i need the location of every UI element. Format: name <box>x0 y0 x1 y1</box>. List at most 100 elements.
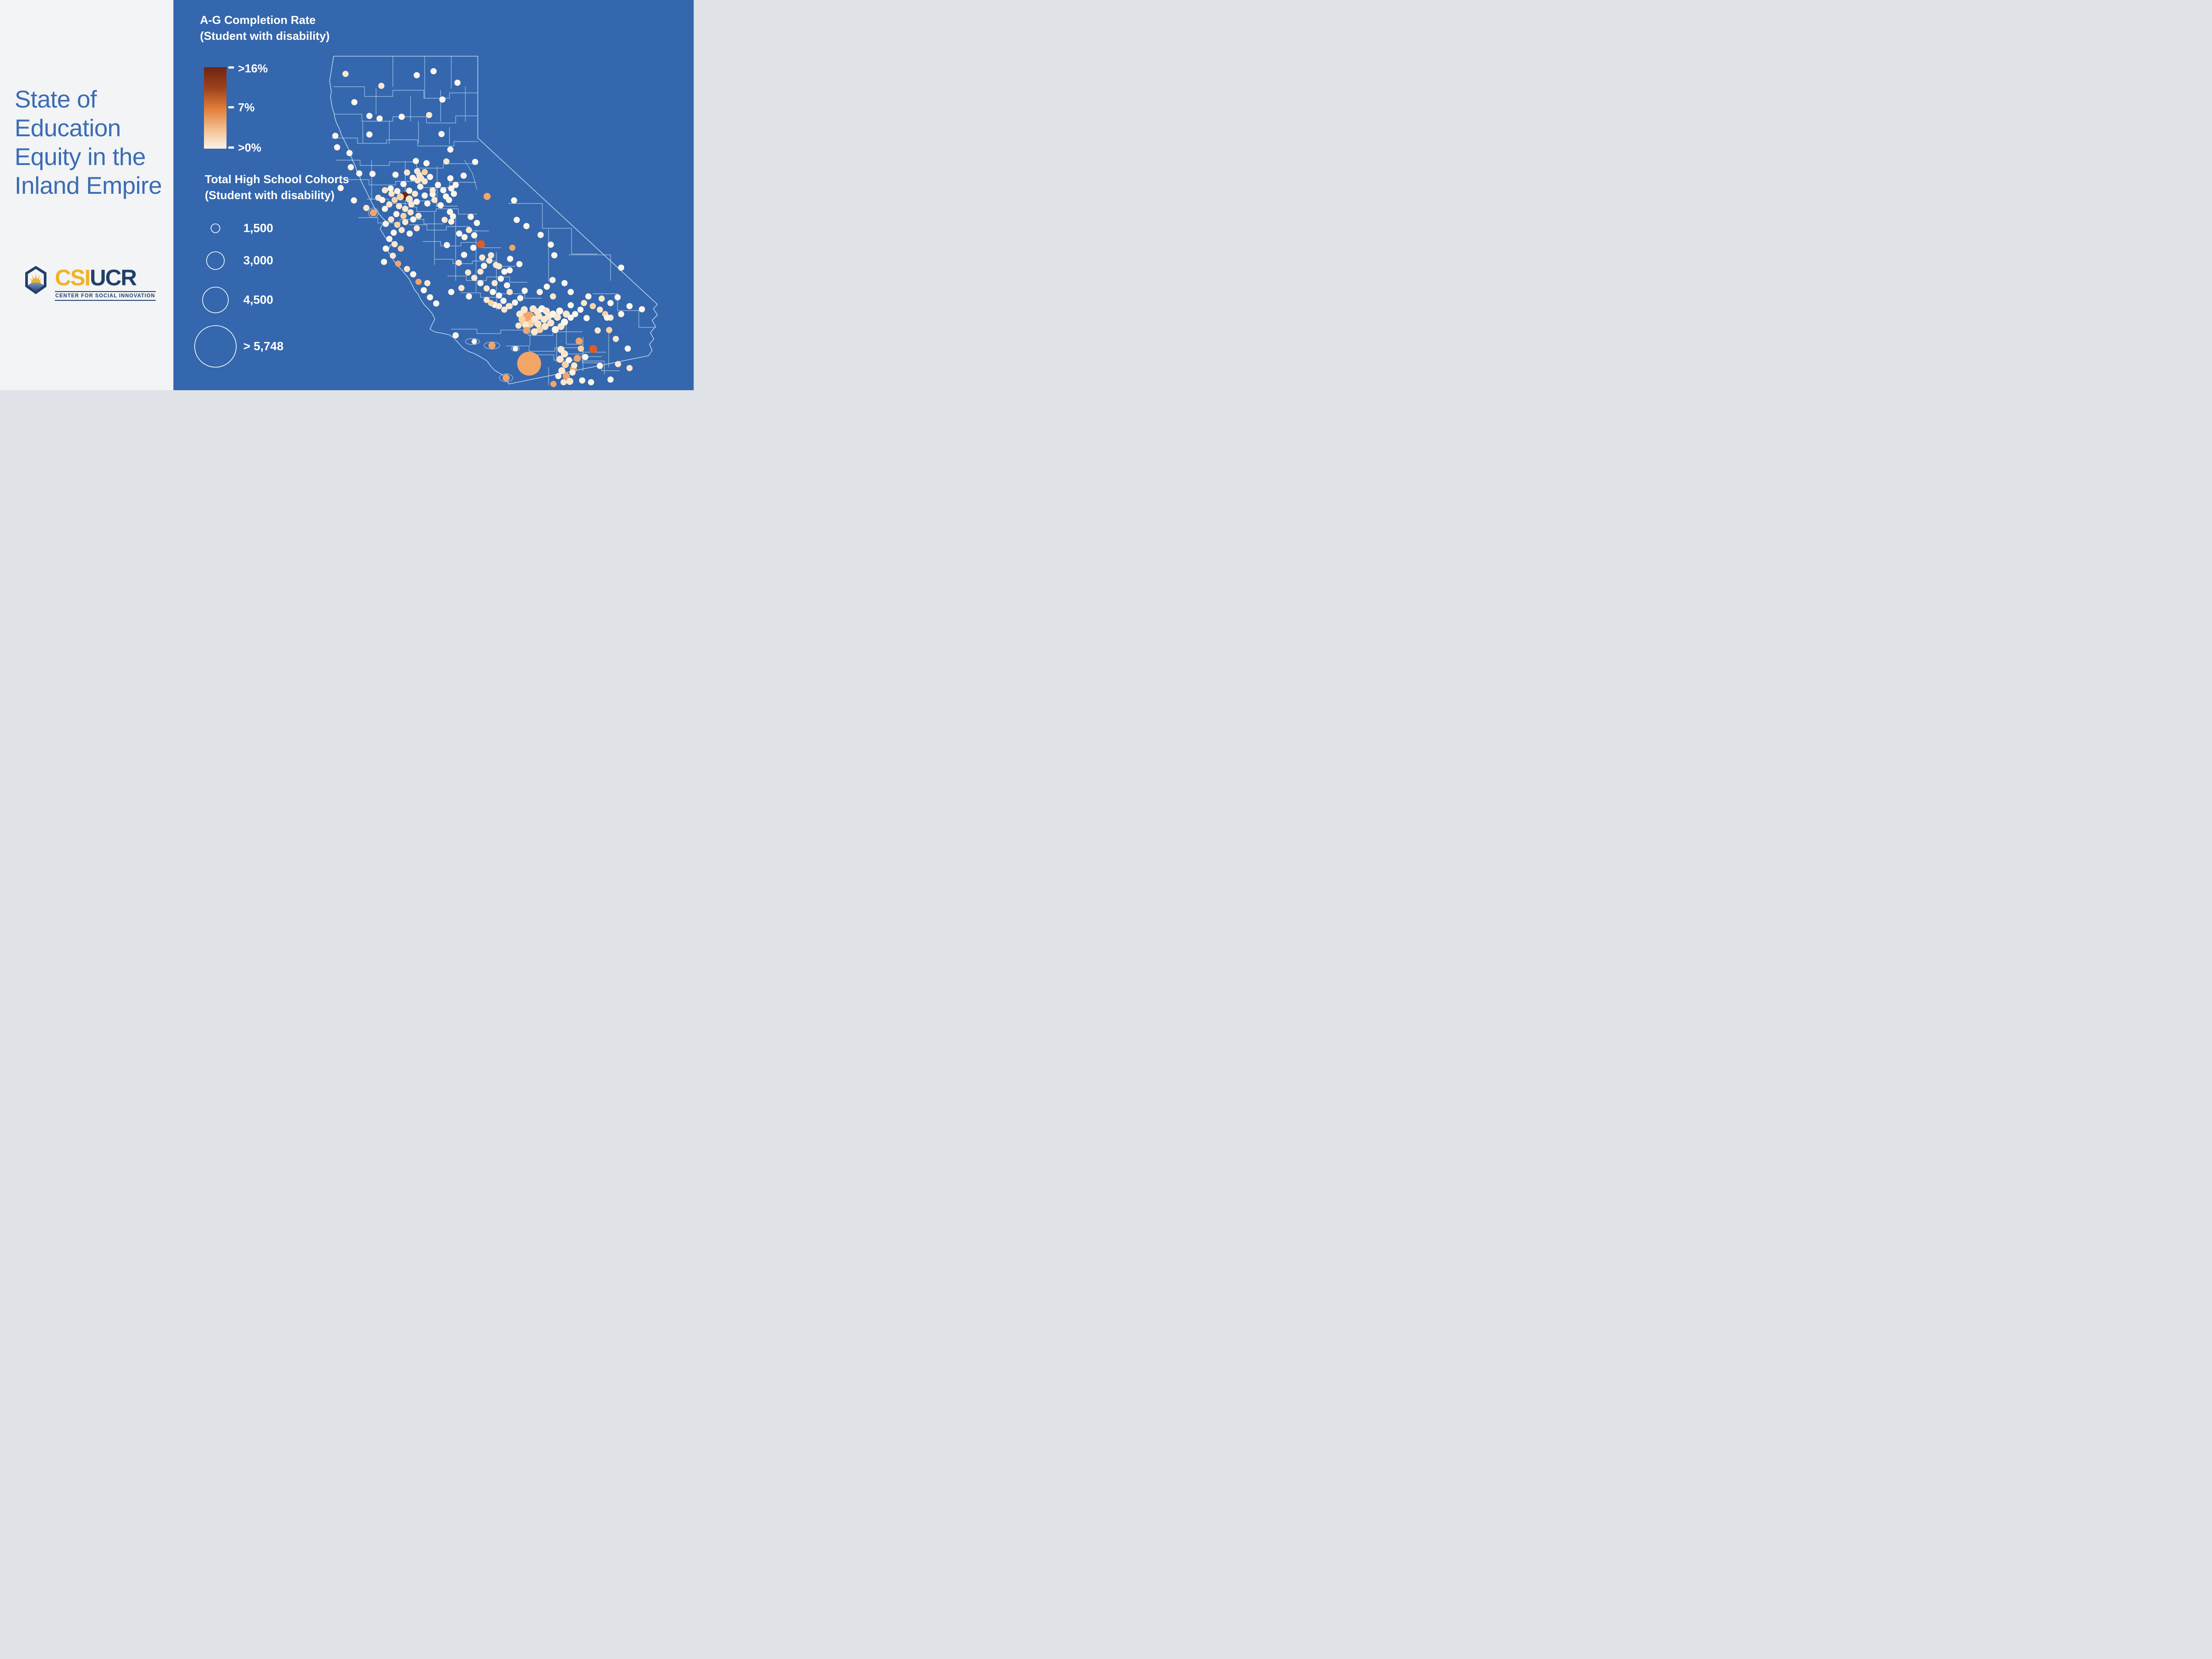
district-dot <box>402 206 408 212</box>
district-dot <box>348 164 354 170</box>
district-dot <box>550 293 556 300</box>
size-legend-label: 3,000 <box>243 253 273 267</box>
district-dot <box>517 352 541 376</box>
district-dot <box>461 234 468 240</box>
district-dot <box>448 185 454 192</box>
district-dot <box>394 222 400 228</box>
district-dot <box>566 378 573 385</box>
district-dot <box>516 261 522 267</box>
district-dot <box>477 280 484 286</box>
district-dot <box>585 293 591 300</box>
district-dot <box>346 150 353 156</box>
title-line: Equity in the <box>15 143 146 170</box>
scale-label-mid: 7% <box>238 100 255 114</box>
district-dot <box>507 267 513 273</box>
district-dot <box>393 211 399 217</box>
district-dot <box>523 327 530 334</box>
district-dot <box>500 298 507 304</box>
district-dot <box>618 311 624 317</box>
district-dot <box>424 280 430 286</box>
district-dot <box>607 376 614 383</box>
district-dot <box>418 175 424 181</box>
district-dot <box>466 293 472 300</box>
district-dot <box>563 311 570 318</box>
district-dot <box>447 175 453 181</box>
district-dot <box>561 319 568 326</box>
district-dot <box>484 285 490 292</box>
district-dot <box>555 373 561 379</box>
size-legend-circle <box>191 204 240 255</box>
title-line: Inland Empire <box>15 172 162 199</box>
district-dot <box>397 193 404 200</box>
district-dot <box>516 311 523 318</box>
district-dot <box>383 246 389 252</box>
district-dot <box>392 197 398 203</box>
district-dot <box>563 373 570 380</box>
district-dot <box>408 201 415 207</box>
district-dot <box>511 197 517 204</box>
district-dot <box>477 269 484 275</box>
district-dot <box>557 356 564 363</box>
district-dot <box>470 245 476 251</box>
district-dot <box>543 307 550 315</box>
scale-label-min: >0% <box>238 141 261 154</box>
size-legend-label: 4,500 <box>243 293 273 307</box>
district-dot <box>399 227 405 233</box>
district-dot <box>590 303 596 309</box>
district-dot <box>439 96 445 103</box>
district-dot <box>515 323 522 329</box>
district-dot <box>492 280 498 286</box>
district-dot <box>391 230 397 236</box>
district-dot <box>507 256 513 262</box>
district-dot <box>556 307 563 315</box>
district-dot <box>538 232 544 238</box>
district-dot <box>486 257 492 264</box>
district-dot <box>366 131 373 138</box>
rate-legend-title-line2: (Student with disability) <box>200 29 330 42</box>
district-dot <box>534 320 541 327</box>
district-dot <box>625 346 631 352</box>
district-dot <box>370 209 377 216</box>
district-dot <box>572 311 578 317</box>
district-dot <box>518 316 526 323</box>
district-dot <box>558 367 565 374</box>
district-dot <box>450 213 456 219</box>
csi-ucr-logo: CSIUCR CENTER FOR SOCIAL INNOVATION <box>23 265 156 301</box>
district-dot <box>569 369 576 376</box>
district-dot <box>413 158 419 164</box>
district-dot <box>400 213 407 219</box>
district-dot <box>414 72 420 78</box>
district-dot <box>626 303 633 309</box>
district-dot <box>427 174 433 180</box>
district-dot <box>448 219 454 225</box>
district-dot <box>581 300 587 306</box>
district-dot <box>597 307 603 313</box>
district-dot <box>382 206 388 212</box>
district-dot <box>406 196 413 203</box>
district-dot <box>376 115 383 122</box>
district-dot <box>471 275 477 281</box>
logo-acronym: CSIUCR <box>55 265 156 290</box>
district-dot <box>398 246 404 252</box>
district-dot <box>472 159 478 165</box>
district-dot <box>396 203 402 209</box>
district-dot <box>438 131 445 137</box>
district-dot <box>571 362 577 369</box>
size-legend-title-line1: Total High School Cohorts <box>205 173 349 186</box>
district-dot <box>410 175 416 181</box>
district-dot <box>568 289 574 295</box>
district-dot <box>615 361 621 367</box>
district-dot <box>484 297 490 303</box>
district-dot <box>468 214 474 220</box>
district-dot <box>435 182 441 188</box>
district-dot <box>613 336 619 342</box>
district-dot <box>448 289 454 295</box>
district-dot <box>427 294 433 300</box>
district-dot <box>443 193 449 200</box>
district-dot <box>550 381 557 387</box>
district-dot <box>488 300 494 306</box>
district-dot <box>472 339 477 344</box>
district-dot <box>531 328 538 335</box>
size-legend-label: > 5,748 <box>243 339 284 353</box>
district-dot <box>513 346 518 351</box>
